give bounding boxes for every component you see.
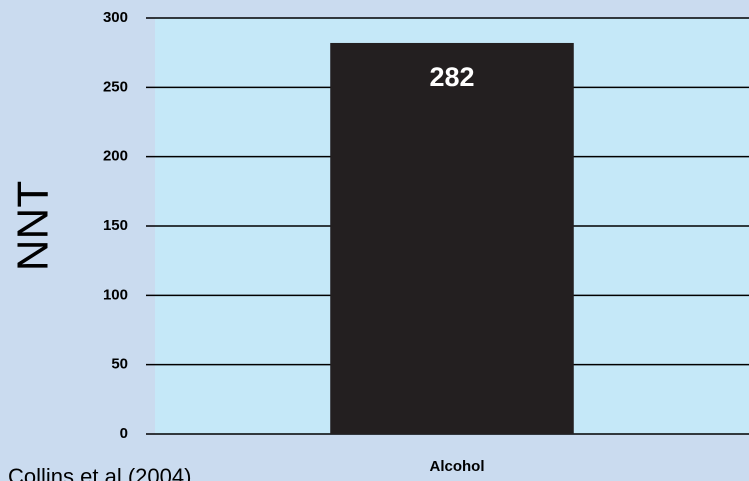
y-tick-label: 300 bbox=[103, 9, 128, 26]
y-tick-label: 0 bbox=[120, 425, 128, 442]
y-axis-label: NNT bbox=[9, 181, 58, 271]
y-tick-label: 50 bbox=[111, 356, 128, 373]
bar bbox=[330, 42, 574, 435]
x-tick-label: Alcohol bbox=[430, 458, 485, 475]
y-tick-label: 200 bbox=[103, 148, 128, 165]
y-tick-label: 150 bbox=[103, 217, 128, 234]
y-tick-label: 100 bbox=[103, 286, 128, 303]
data-label: 282 bbox=[429, 62, 474, 92]
source-note: Collins et al (2004) bbox=[8, 464, 191, 481]
y-tick-label: 250 bbox=[103, 78, 128, 95]
